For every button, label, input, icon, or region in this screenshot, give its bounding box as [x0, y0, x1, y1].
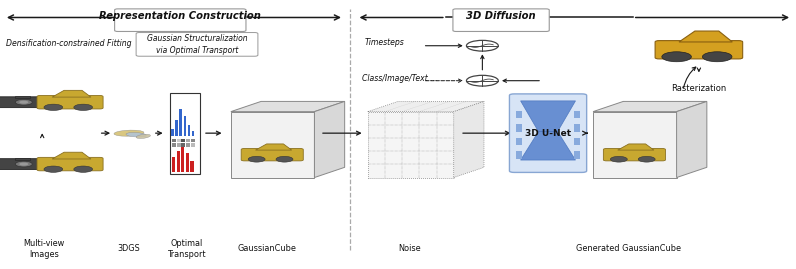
- Polygon shape: [521, 101, 576, 132]
- Ellipse shape: [126, 133, 146, 137]
- Bar: [15, 158, 30, 160]
- Bar: [574, 111, 580, 118]
- Polygon shape: [679, 31, 732, 42]
- Text: 3D U-Net: 3D U-Net: [525, 129, 571, 138]
- Bar: [191, 139, 195, 142]
- Polygon shape: [231, 112, 314, 178]
- Bar: [172, 143, 176, 147]
- Circle shape: [248, 156, 265, 162]
- Circle shape: [702, 52, 732, 62]
- Bar: [574, 124, 580, 132]
- Text: Class/Image/Text ...: Class/Image/Text ...: [362, 73, 438, 83]
- FancyBboxPatch shape: [509, 94, 587, 172]
- Circle shape: [661, 52, 692, 62]
- Bar: [179, 109, 181, 136]
- Bar: [574, 151, 580, 159]
- Polygon shape: [231, 101, 345, 112]
- FancyBboxPatch shape: [115, 9, 246, 31]
- Text: 3D Diffusion: 3D Diffusion: [466, 11, 536, 21]
- Polygon shape: [368, 101, 484, 112]
- Polygon shape: [454, 101, 484, 178]
- Bar: [190, 161, 193, 172]
- Bar: [170, 93, 200, 174]
- Text: 3DGS: 3DGS: [118, 244, 140, 253]
- Polygon shape: [521, 132, 576, 160]
- Bar: [181, 143, 185, 147]
- Bar: [192, 131, 194, 136]
- Bar: [516, 138, 522, 145]
- Polygon shape: [53, 90, 91, 97]
- FancyBboxPatch shape: [0, 159, 48, 169]
- Bar: [516, 124, 522, 132]
- Circle shape: [276, 156, 293, 162]
- FancyBboxPatch shape: [136, 33, 258, 56]
- Circle shape: [74, 166, 92, 172]
- Bar: [574, 138, 580, 145]
- Bar: [177, 151, 180, 172]
- Circle shape: [44, 104, 63, 111]
- Polygon shape: [368, 112, 454, 178]
- Bar: [177, 143, 181, 147]
- Text: Gaussian Structuralization
via Optimal Transport: Gaussian Structuralization via Optimal T…: [147, 34, 248, 55]
- Polygon shape: [593, 101, 707, 112]
- FancyBboxPatch shape: [0, 97, 48, 108]
- Polygon shape: [677, 101, 707, 178]
- Ellipse shape: [114, 130, 144, 136]
- Circle shape: [44, 166, 63, 172]
- FancyBboxPatch shape: [655, 41, 743, 59]
- Bar: [516, 111, 522, 118]
- Bar: [172, 157, 175, 172]
- Text: Densification-constrained Fitting: Densification-constrained Fitting: [6, 38, 132, 48]
- Polygon shape: [53, 152, 91, 159]
- Bar: [185, 153, 189, 172]
- Text: Optimal
Transport: Optimal Transport: [168, 239, 206, 259]
- Circle shape: [638, 156, 655, 162]
- Bar: [181, 147, 185, 172]
- Text: Generated GaussianCube: Generated GaussianCube: [576, 244, 681, 253]
- Text: Noise: Noise: [399, 244, 421, 253]
- Bar: [171, 129, 174, 136]
- Polygon shape: [314, 101, 345, 178]
- Bar: [184, 116, 186, 136]
- FancyBboxPatch shape: [37, 95, 103, 109]
- Polygon shape: [593, 112, 677, 178]
- Bar: [188, 125, 190, 136]
- Bar: [15, 96, 30, 98]
- FancyBboxPatch shape: [603, 148, 665, 161]
- Ellipse shape: [136, 134, 150, 139]
- Polygon shape: [256, 144, 291, 150]
- Polygon shape: [618, 144, 654, 150]
- Circle shape: [19, 162, 29, 166]
- FancyBboxPatch shape: [241, 148, 303, 161]
- Text: Rasterization: Rasterization: [671, 84, 727, 93]
- Bar: [191, 143, 195, 147]
- Bar: [177, 139, 181, 142]
- Circle shape: [611, 156, 627, 162]
- Circle shape: [15, 99, 33, 105]
- Text: Timesteps: Timesteps: [365, 38, 404, 47]
- FancyBboxPatch shape: [453, 9, 549, 31]
- Bar: [186, 143, 190, 147]
- Bar: [172, 139, 176, 142]
- Text: Representation Construction: Representation Construction: [99, 11, 261, 21]
- Bar: [516, 151, 522, 159]
- Text: GaussianCube: GaussianCube: [237, 244, 296, 253]
- Bar: [186, 139, 190, 142]
- Circle shape: [19, 101, 29, 104]
- FancyBboxPatch shape: [37, 157, 103, 171]
- Text: Multi-view
Images: Multi-view Images: [23, 239, 64, 259]
- Circle shape: [15, 161, 33, 167]
- Circle shape: [74, 104, 92, 111]
- Bar: [181, 139, 185, 142]
- Bar: [175, 120, 178, 136]
